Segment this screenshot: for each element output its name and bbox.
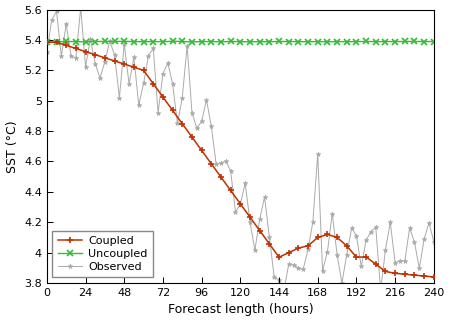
Uncoupled (180, 40, 185, 43)
Uncoupled (209, 40, 214, 43)
Coupled (412, 273, 417, 277)
Coupled (83, 50, 88, 53)
Uncoupled (422, 40, 427, 43)
Coupled (373, 262, 378, 266)
Uncoupled (112, 40, 117, 43)
Observed (44, 50, 50, 54)
Coupled (238, 202, 243, 206)
Coupled (392, 271, 398, 275)
X-axis label: Forecast length (hours): Forecast length (hours) (167, 303, 313, 317)
Coupled (286, 251, 292, 255)
Coupled (431, 275, 436, 279)
Uncoupled (131, 40, 137, 43)
Uncoupled (93, 40, 98, 43)
Coupled (228, 188, 234, 192)
Coupled (422, 274, 427, 278)
Coupled (334, 235, 340, 239)
Line: Uncoupled: Uncoupled (44, 38, 437, 45)
Observed (402, 259, 408, 263)
Coupled (344, 244, 350, 248)
Coupled (93, 53, 98, 57)
Coupled (267, 242, 272, 246)
Coupled (218, 175, 224, 179)
Observed (431, 240, 436, 243)
Observed (78, 6, 83, 10)
Uncoupled (431, 40, 436, 43)
Legend: Coupled, Uncoupled, Observed: Coupled, Uncoupled, Observed (52, 231, 153, 278)
Uncoupled (218, 40, 224, 44)
Uncoupled (286, 40, 292, 43)
Coupled (131, 65, 137, 69)
Uncoupled (44, 40, 50, 44)
Coupled (257, 229, 262, 232)
Uncoupled (199, 40, 204, 43)
Coupled (122, 62, 127, 66)
Uncoupled (160, 40, 166, 43)
Uncoupled (238, 40, 243, 43)
Coupled (170, 109, 176, 112)
Uncoupled (383, 40, 388, 43)
Uncoupled (392, 40, 398, 43)
Uncoupled (83, 40, 88, 44)
Uncoupled (170, 39, 176, 43)
Coupled (199, 148, 204, 152)
Uncoupled (354, 40, 359, 43)
Coupled (63, 43, 69, 47)
Coupled (325, 232, 330, 236)
Uncoupled (189, 40, 195, 44)
Uncoupled (306, 40, 311, 44)
Line: Coupled: Coupled (44, 39, 437, 280)
Uncoupled (412, 40, 417, 43)
Observed (262, 195, 267, 199)
Uncoupled (344, 40, 350, 44)
Coupled (102, 56, 108, 60)
Coupled (315, 235, 320, 239)
Observed (281, 289, 287, 293)
Uncoupled (276, 40, 282, 43)
Uncoupled (373, 40, 378, 43)
Uncoupled (402, 40, 408, 43)
Coupled (364, 255, 369, 259)
Uncoupled (315, 40, 320, 43)
Coupled (180, 122, 185, 126)
Coupled (354, 255, 359, 259)
Coupled (383, 270, 388, 273)
Uncoupled (325, 40, 330, 44)
Coupled (306, 244, 311, 248)
Uncoupled (73, 40, 79, 43)
Uncoupled (63, 40, 69, 43)
Coupled (402, 272, 408, 276)
Observed (296, 266, 301, 270)
Coupled (54, 40, 59, 44)
Coupled (73, 47, 79, 51)
Uncoupled (334, 40, 340, 43)
Uncoupled (102, 40, 108, 43)
Observed (368, 230, 373, 233)
Observed (339, 281, 345, 285)
Coupled (296, 246, 301, 250)
Coupled (160, 95, 166, 99)
Uncoupled (141, 40, 146, 43)
Coupled (151, 82, 156, 86)
Uncoupled (122, 39, 127, 43)
Coupled (141, 68, 146, 72)
Uncoupled (364, 40, 369, 43)
Uncoupled (54, 40, 59, 44)
Observed (387, 221, 393, 224)
Coupled (248, 215, 253, 219)
Coupled (189, 135, 195, 139)
Coupled (209, 162, 214, 166)
Coupled (276, 255, 282, 259)
Uncoupled (228, 40, 234, 43)
Uncoupled (248, 40, 253, 44)
Coupled (112, 59, 117, 63)
Uncoupled (267, 40, 272, 44)
Line: Observed: Observed (45, 5, 436, 293)
Uncoupled (296, 40, 301, 43)
Uncoupled (151, 40, 156, 43)
Uncoupled (257, 40, 262, 43)
Coupled (44, 40, 50, 44)
Y-axis label: SST (°C): SST (°C) (5, 120, 18, 173)
